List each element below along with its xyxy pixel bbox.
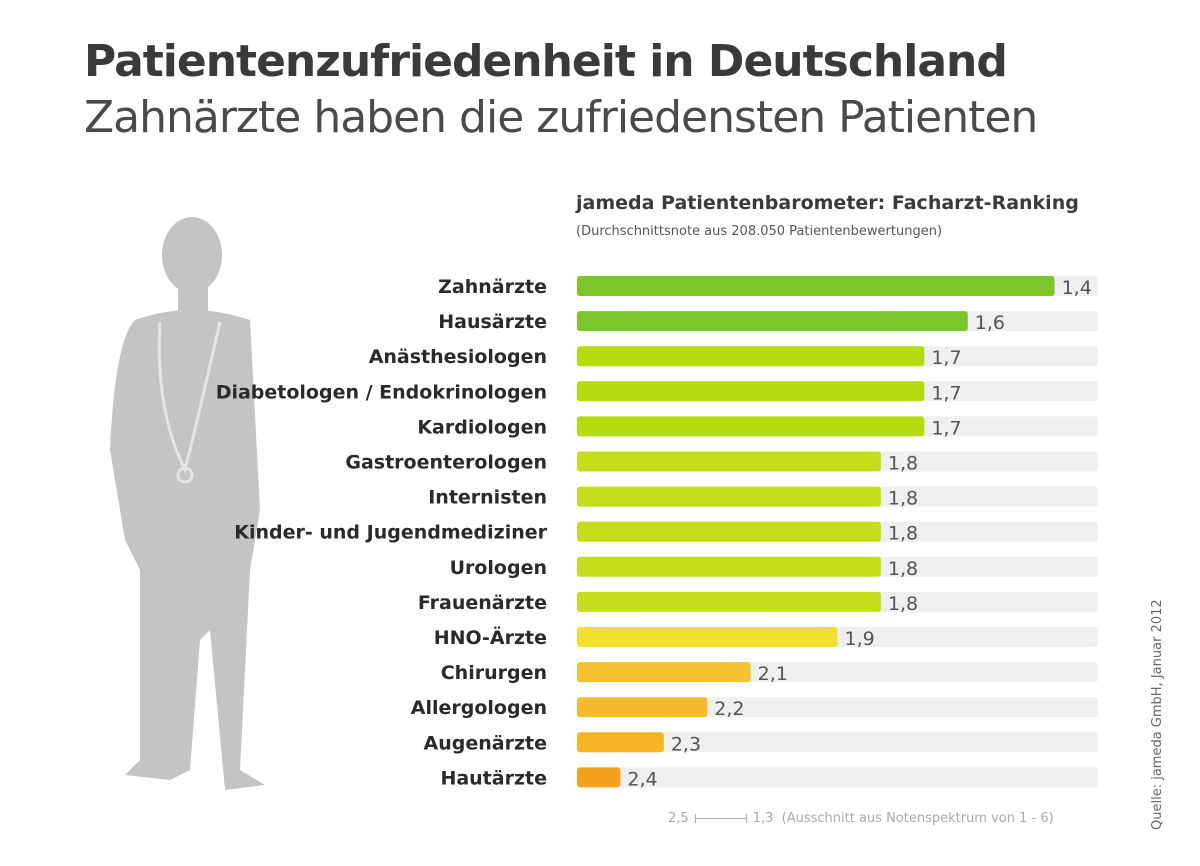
bar	[577, 521, 881, 542]
category-label: Zahnärzte	[438, 276, 547, 298]
category-label: Internisten	[428, 487, 547, 509]
bar	[577, 556, 881, 577]
bar	[577, 416, 925, 437]
scale-text: (Ausschnitt aus Notenspektrum von 1 - 6)	[781, 811, 1054, 826]
category-label: Augenärzte	[424, 732, 547, 754]
bar	[577, 662, 751, 683]
category-label: Kinder- und Jugendmediziner	[234, 522, 547, 544]
category-label: Gastroenterologen	[345, 452, 547, 474]
value-label: 1,9	[845, 628, 875, 650]
chart-subtitle: (Durchschnittsnote aus 208.050 Patienten…	[576, 224, 943, 239]
category-label: Frauenärzte	[418, 592, 547, 614]
bar	[577, 591, 881, 612]
scale-range-line	[694, 814, 747, 823]
chart-title: jameda Patientenbarometer: Facharzt-Rank…	[576, 192, 1079, 214]
scale-to: 1,3	[752, 811, 774, 826]
bar	[577, 767, 621, 788]
category-label: Urologen	[450, 557, 547, 579]
category-label: Diabetologen / Endokrinologen	[216, 381, 547, 403]
category-label: Hautärzte	[440, 767, 547, 789]
bar	[577, 381, 925, 402]
value-label: 2,4	[627, 768, 657, 790]
value-label: 2,2	[714, 698, 744, 720]
bar	[577, 276, 1055, 296]
value-label: 1,7	[931, 382, 961, 404]
bar	[577, 486, 881, 507]
category-label: Kardiologen	[417, 416, 547, 438]
value-label: 1,8	[888, 453, 918, 475]
category-label: Chirurgen	[441, 662, 547, 684]
bar	[577, 451, 881, 472]
page-subtitle: Zahnärzte haben die zufriedensten Patien…	[84, 92, 1038, 143]
bar	[577, 346, 925, 367]
value-label: 1,8	[888, 558, 918, 580]
value-label: 1,7	[931, 417, 961, 439]
bar	[577, 311, 968, 332]
bar	[577, 697, 708, 718]
scale-from: 2,5	[668, 811, 689, 826]
category-label: Allergologen	[411, 697, 547, 719]
value-label: 2,1	[758, 663, 788, 685]
bar	[577, 627, 838, 647]
source-note: Quelle: jameda GmbH, Januar 2012	[1150, 599, 1165, 830]
value-label: 1,8	[888, 523, 918, 545]
value-label: 1,7	[931, 347, 961, 369]
value-label: 1,6	[975, 312, 1005, 334]
value-label: 1,4	[1062, 277, 1092, 299]
doctor-silhouette-icon	[110, 217, 265, 790]
category-label: Anästhesiologen	[369, 346, 547, 368]
scale-note: 2,5 1,3 (Ausschnitt aus Notenspektrum von…	[668, 811, 1054, 826]
bar	[577, 732, 664, 753]
value-label: 1,8	[888, 593, 918, 615]
bar-track	[577, 732, 1098, 753]
value-label: 2,3	[671, 733, 701, 755]
value-label: 1,8	[888, 488, 918, 510]
page-title: Patientenzufriedenheit in Deutschland	[84, 36, 1008, 87]
category-label: HNO-Ärzte	[434, 625, 547, 649]
bar-track	[577, 767, 1098, 788]
category-label: Hausärzte	[438, 311, 547, 333]
